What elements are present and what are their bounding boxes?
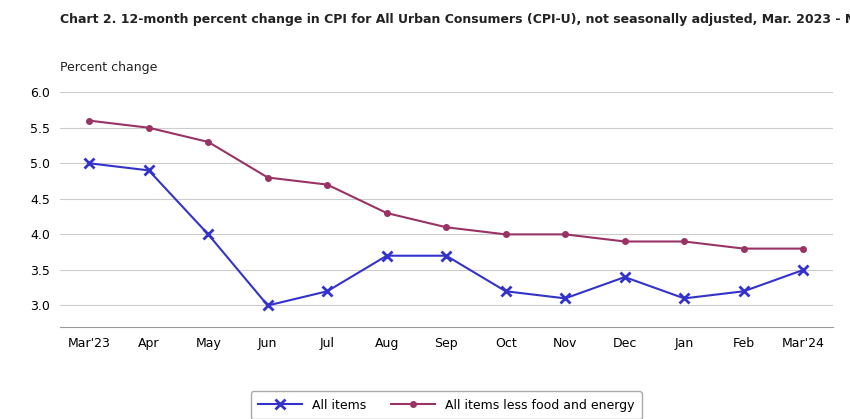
Legend: All items, All items less food and energy: All items, All items less food and energ… [251, 391, 642, 419]
Text: Chart 2. 12-month percent change in CPI for All Urban Consumers (CPI-U), not sea: Chart 2. 12-month percent change in CPI … [60, 13, 850, 26]
Text: Percent change: Percent change [60, 61, 157, 74]
